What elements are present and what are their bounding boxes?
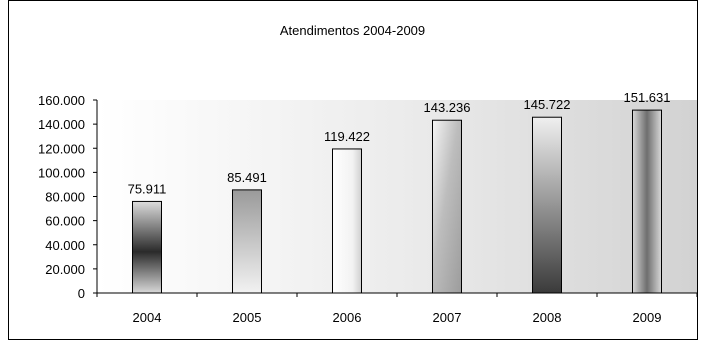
bar-2007 bbox=[432, 119, 462, 294]
chart-border-left bbox=[8, 0, 9, 340]
x-tick-label-2005: 2005 bbox=[233, 310, 262, 325]
data-label-2004: 75.911 bbox=[128, 181, 167, 196]
y-tick-label-4: 80.000 bbox=[45, 190, 85, 205]
data-label-2005: 85.491 bbox=[227, 170, 267, 185]
chart-title: Atendimentos 2004-2009 bbox=[279, 23, 426, 38]
bar-2005 bbox=[232, 189, 262, 294]
data-label-2007: 143.236 bbox=[424, 100, 471, 115]
y-tick-label-0: 0 bbox=[78, 286, 85, 301]
y-tick-label-7: 140.000 bbox=[38, 117, 85, 132]
y-tick-label-5: 100.000 bbox=[38, 165, 85, 180]
data-labels-layer: 75.911 85.491 119.422 143.236 145.722 151.631 bbox=[128, 90, 671, 196]
bars-layer bbox=[132, 109, 662, 294]
data-label-2008: 145.722 bbox=[524, 97, 571, 112]
x-tick-label-2004: 2004 bbox=[133, 310, 162, 325]
chart-border-top bbox=[8, 0, 698, 1]
y-tick-label-8: 160.000 bbox=[38, 93, 85, 108]
y-tick-label-6: 120.000 bbox=[38, 141, 85, 156]
y-tick-label-2: 40.000 bbox=[45, 238, 85, 253]
data-label-2009: 151.631 bbox=[624, 90, 671, 105]
x-tick-label-2006: 2006 bbox=[333, 310, 362, 325]
bar-2006 bbox=[332, 148, 362, 294]
y-tick-label-3: 60.000 bbox=[45, 214, 85, 229]
bar-2008 bbox=[532, 116, 562, 294]
y-tick-label-1: 20.000 bbox=[45, 262, 85, 277]
plot-area bbox=[97, 100, 697, 293]
x-tick-label-2007: 2007 bbox=[433, 310, 462, 325]
x-tick-label-2009: 2009 bbox=[633, 310, 662, 325]
x-tick-label-2008: 2008 bbox=[533, 310, 562, 325]
bar-2009 bbox=[632, 109, 662, 294]
data-label-2006: 119.422 bbox=[324, 129, 370, 144]
bar-2004 bbox=[132, 200, 162, 294]
axes-layer: 0 20.000 40.000 60.000 80.000 100.000 120.000 1… bbox=[38, 93, 698, 325]
chart-border-right bbox=[697, 0, 698, 340]
